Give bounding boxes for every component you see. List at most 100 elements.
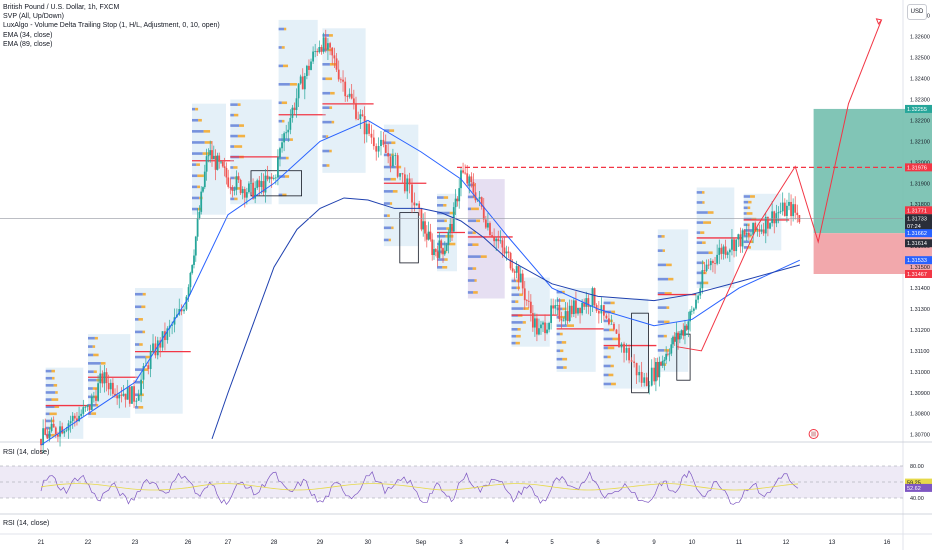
svp-session-box xyxy=(192,103,226,215)
svp-bar-up xyxy=(657,263,667,267)
price-badge xyxy=(905,214,932,223)
svp-bar-down xyxy=(281,46,285,49)
svp-bar-up xyxy=(696,201,703,204)
svp-bar-up xyxy=(556,357,563,361)
candle-body xyxy=(322,37,325,52)
candle-body xyxy=(548,322,550,330)
candle-body xyxy=(411,184,413,203)
candle-body xyxy=(673,336,676,342)
svp-bar-down xyxy=(92,387,98,390)
candle-body xyxy=(660,361,662,366)
indicator-svp[interactable]: SVP (All, Up/Down) xyxy=(3,13,64,21)
candle-body xyxy=(566,311,569,322)
svp-bar-down xyxy=(522,321,526,324)
candle-body xyxy=(372,137,375,147)
svp-bar-up xyxy=(603,364,611,368)
economic-event-flag-icon xyxy=(808,429,819,439)
rsi-value-badge-label: 52.62 xyxy=(907,486,921,492)
svp-bar-down xyxy=(283,64,289,68)
candle-body xyxy=(447,232,450,245)
candle-body xyxy=(427,231,430,240)
svp-bar-up xyxy=(45,412,50,416)
svp-bar-down xyxy=(329,106,333,109)
candle-body xyxy=(248,183,250,193)
candle-body xyxy=(268,176,271,180)
svp-bar-up xyxy=(467,207,472,211)
svp-bar-down xyxy=(474,279,477,282)
svp-bar-up xyxy=(556,332,560,336)
svp-bar-up xyxy=(437,242,448,246)
candle-body xyxy=(575,300,577,314)
svp-bar-down xyxy=(391,141,396,145)
svp-bar-down xyxy=(561,341,567,344)
candle-body xyxy=(227,177,230,187)
svp-bar-down xyxy=(387,214,390,217)
svp-bar-up xyxy=(743,195,751,198)
candle-body xyxy=(739,234,742,247)
candle-body xyxy=(344,81,347,97)
price-tick-label: 1.30800 xyxy=(910,412,930,418)
svp-bar-up xyxy=(696,251,709,255)
svp-bar-up xyxy=(511,334,517,338)
candle-body xyxy=(209,150,212,156)
svp-bar-down xyxy=(516,334,521,338)
candle-body xyxy=(198,211,201,219)
svp-bar-up xyxy=(192,163,197,166)
svp-bar-down xyxy=(95,403,99,407)
candle-body xyxy=(403,174,406,192)
price-tick-label: 1.30900 xyxy=(910,391,930,397)
candle-body xyxy=(152,343,154,351)
candle-body xyxy=(470,176,473,182)
indicator-ema34[interactable]: EMA (34, close) xyxy=(3,31,53,39)
candle-body xyxy=(252,182,254,199)
svp-bar-up xyxy=(437,211,450,215)
candle-body xyxy=(687,321,690,330)
svp-bar-up xyxy=(383,165,396,169)
time-tick-label: 22 xyxy=(85,540,92,546)
svp-bar-down xyxy=(612,337,621,341)
svp-bar-down xyxy=(329,63,337,66)
rsi-value-badge xyxy=(905,478,932,487)
candle-body xyxy=(726,252,729,255)
svp-bar-up xyxy=(192,174,198,178)
indicator-luxalgo[interactable]: LuxAlgo - Volume Delta Trailing Stop (1,… xyxy=(3,22,220,30)
svp-bar-up xyxy=(696,241,703,244)
svp-bar-up xyxy=(743,217,752,221)
svp-bar-up xyxy=(467,183,473,187)
indicator-ema89[interactable]: EMA (89, close) xyxy=(3,40,53,48)
rsi-panel-2-label[interactable]: RSI (14, close) xyxy=(3,520,50,527)
candle-body xyxy=(507,251,510,253)
candle-body xyxy=(73,415,76,419)
rsi-panel-1-label[interactable]: RSI (14, close) xyxy=(3,449,50,456)
price-tick-label: 1.31200 xyxy=(910,328,930,334)
svp-bar-up xyxy=(88,395,94,399)
candle-body xyxy=(223,166,226,168)
candle-body xyxy=(661,360,664,366)
candle-body xyxy=(722,246,725,254)
candle-body xyxy=(716,254,719,264)
price-badge xyxy=(905,256,932,265)
svp-bar-down xyxy=(559,315,566,319)
svp-bar-up xyxy=(45,433,52,437)
candle-body xyxy=(737,234,740,240)
price-badge-label: 1.31733 xyxy=(907,216,927,222)
candle-body xyxy=(511,268,514,272)
candle-body xyxy=(408,178,411,185)
candle-body xyxy=(525,300,528,301)
svp-bar-up xyxy=(192,207,198,211)
currency-button[interactable]: USD xyxy=(907,4,927,20)
candle-body xyxy=(499,240,502,242)
candle-body xyxy=(703,270,706,271)
candle-body xyxy=(741,230,744,247)
price-tick-label: 1.32100 xyxy=(910,139,930,145)
price-badge xyxy=(905,229,932,238)
svp-session-box xyxy=(322,28,366,173)
symbol-title[interactable]: British Pound / U.S. Dollar, 1h, FXCM xyxy=(3,4,120,11)
svp-bar-up xyxy=(696,221,704,224)
svp-bar-up xyxy=(230,187,237,190)
svp-bar-up xyxy=(192,141,205,144)
candle-body xyxy=(663,359,666,361)
candle-body xyxy=(260,181,263,187)
candle-body xyxy=(695,299,697,309)
